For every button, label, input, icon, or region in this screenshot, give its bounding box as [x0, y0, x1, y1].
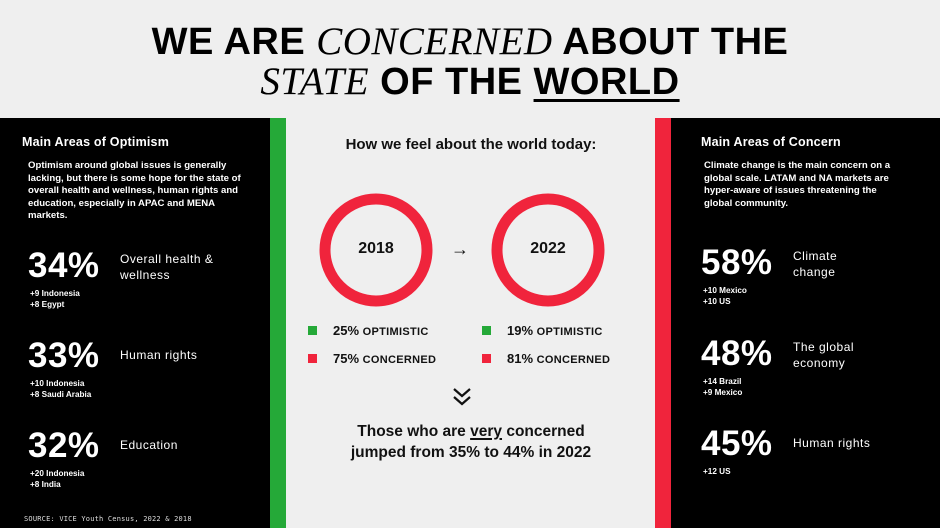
donut-2018: 2018	[319, 193, 433, 307]
optimism-heading: Main Areas of Optimism	[22, 135, 170, 149]
legend-2018-optimistic: 25% OPTIMISTIC	[308, 323, 429, 338]
stat-percent: 34%	[28, 246, 100, 285]
red-stripe	[655, 118, 671, 528]
donut-concerned-arc	[491, 193, 605, 307]
source-note: SOURCE: VICE Youth Census, 2022 & 2018	[24, 515, 192, 523]
donut-concerned-arc	[319, 193, 433, 307]
legend-2022-concerned: 81% CONCERNED	[482, 351, 610, 366]
page-title: WE ARE CONCERNED ABOUT THE STATE OF THE …	[0, 20, 940, 103]
stat-label: Human rights	[793, 436, 871, 450]
stat-subtext: +20 Indonesia +8 India	[30, 469, 85, 489]
stat-subtext: +12 US	[703, 467, 731, 476]
stat-label: Human rights	[120, 348, 198, 362]
stat-label: Overall health & wellness	[120, 252, 214, 282]
title-line-1: WE ARE CONCERNED ABOUT THE	[151, 20, 789, 63]
stat-label: Climate change	[793, 249, 838, 279]
right-arrow-icon: →	[451, 239, 469, 259]
stat-percent: 45%	[701, 424, 773, 463]
green-swatch	[482, 326, 491, 335]
stat-percent: 48%	[701, 334, 773, 373]
green-swatch	[308, 326, 317, 335]
stat-percent: 32%	[28, 426, 100, 465]
concern-description: Climate change is the main concern on a …	[704, 160, 891, 209]
stat-label: The global economy	[793, 340, 855, 370]
stat-subtext: +10 Mexico +10 US	[703, 286, 747, 306]
stat-subtext: +14 Brazil +9 Mexico	[703, 377, 743, 397]
legend-2022-optimistic: 19% OPTIMISTIC	[482, 323, 603, 338]
stat-subtext: +10 Indonesia +8 Saudi Arabia	[30, 379, 92, 399]
optimism-description: Optimism around global issues is general…	[28, 160, 241, 222]
red-swatch	[308, 354, 317, 363]
donut-year-label: 2018	[358, 240, 394, 257]
stat-percent: 58%	[701, 243, 773, 282]
double-chevron-down-icon	[453, 388, 471, 406]
green-stripe	[270, 118, 286, 528]
stat-subtext: +9 Indonesia +8 Egypt	[30, 289, 80, 309]
center-panel: How we feel about the world today: 2018 …	[286, 118, 655, 528]
donut-year-label: 2022	[530, 240, 566, 257]
title-line-2: STATE OF THE WORLD	[260, 60, 680, 103]
donut-chart-2018	[319, 193, 433, 307]
optimism-panel: Main Areas of Optimism Optimism around g…	[0, 118, 270, 528]
concern-panel: Main Areas of Concern Climate change is …	[671, 118, 940, 528]
bottom-statement: Those who are very concerned jumped from…	[350, 423, 592, 461]
stat-label: Education	[120, 438, 178, 452]
stat-percent: 33%	[28, 336, 100, 375]
donut-chart-2022	[491, 193, 605, 307]
legend-2018-concerned: 75% CONCERNED	[308, 351, 436, 366]
center-title: How we feel about the world today:	[345, 136, 597, 153]
donut-2022: 2022	[491, 193, 605, 307]
concern-heading: Main Areas of Concern	[701, 135, 841, 149]
red-swatch	[482, 354, 491, 363]
